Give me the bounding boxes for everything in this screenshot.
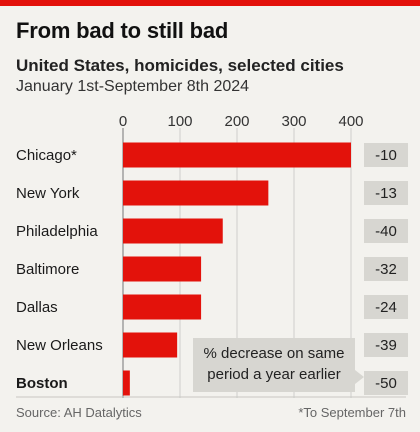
bar: [123, 370, 130, 396]
pct-annotation: % decrease on same period a year earlier: [193, 338, 364, 392]
pct-badge: [364, 219, 408, 243]
chart-period: January 1st-September 8th 2024: [16, 78, 250, 95]
bar: [123, 142, 351, 168]
pct-badge: [364, 143, 408, 167]
x-tick-label: 200: [224, 113, 249, 130]
pct-badge: [364, 257, 408, 281]
category-label: Baltimore: [16, 261, 79, 278]
category-label: New Orleans: [16, 337, 103, 354]
category-label: Philadelphia: [16, 223, 98, 240]
pct-change-label: -24: [375, 299, 397, 316]
x-tick-label: 100: [167, 113, 192, 130]
chart-title: From bad to still bad: [16, 18, 229, 43]
source-note: Source: AH Datalytics: [16, 405, 142, 420]
pct-change-label: -39: [375, 337, 397, 354]
chart-subtitle: United States, homicides, selected citie…: [16, 56, 344, 75]
pct-change-label: -40: [375, 223, 397, 240]
bar: [123, 180, 269, 206]
annotation-line-2: period a year earlier: [207, 366, 341, 383]
pct-badge: [364, 371, 408, 395]
pct-badge: [364, 295, 408, 319]
pct-badge: [364, 333, 408, 357]
category-label: New York: [16, 185, 80, 202]
pct-badge: [364, 181, 408, 205]
pct-change-label: -50: [375, 375, 397, 392]
annotation-line-1: % decrease on same: [203, 345, 345, 362]
bar: [123, 332, 178, 358]
category-label: Chicago*: [16, 147, 77, 164]
pct-change-label: -13: [375, 185, 397, 202]
x-tick-label: 0: [119, 113, 127, 130]
brand-bar: [0, 0, 420, 6]
bar: [123, 256, 202, 282]
category-label: Boston: [16, 375, 68, 392]
pct-change-label: -32: [375, 261, 397, 278]
category-label: Dallas: [16, 299, 58, 316]
footnote: *To September 7th: [298, 405, 406, 420]
bar: [123, 294, 202, 320]
x-tick-label: 400: [338, 113, 363, 130]
bar: [123, 218, 223, 244]
x-tick-label: 300: [281, 113, 306, 130]
pct-change-label: -10: [375, 147, 397, 164]
